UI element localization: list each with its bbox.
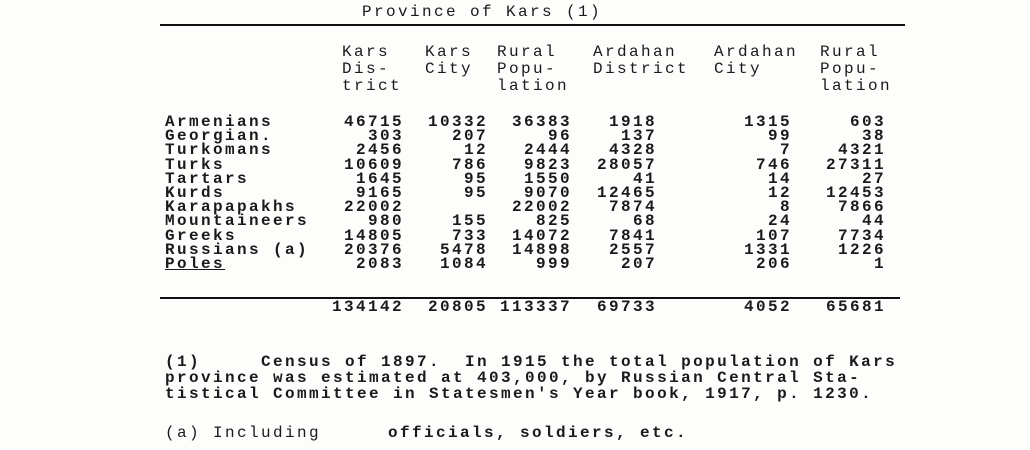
row-label: Turkomans [165, 141, 274, 160]
table-cell: 28057 [596, 155, 657, 174]
table-cell: 96 [547, 127, 572, 146]
column-header: Rural Popu- lation [497, 43, 570, 95]
table-cell: 137 [620, 127, 657, 146]
table-cell: 155 [451, 212, 488, 231]
row-label: Poles [165, 255, 226, 273]
table-cell: 12 [463, 141, 488, 160]
table-cell: 12453 [825, 184, 886, 202]
table-cell: 207 [451, 127, 488, 146]
row-label: Mountaineers [165, 212, 310, 231]
table-cell: 14 [767, 169, 792, 188]
table-cell: 1084 [439, 255, 488, 273]
table-cell: 107 [755, 226, 792, 245]
table-cell: 7866 [837, 198, 886, 217]
table-cell: 27311 [825, 155, 886, 174]
total-cell: 69733 [596, 298, 657, 316]
table-cell: 2083 [355, 255, 404, 273]
table-cell: 9823 [523, 155, 572, 174]
table-cell: 14805 [343, 226, 404, 245]
table-cell: 22002 [511, 198, 572, 217]
table-cell: 1 [873, 255, 886, 273]
table-cell: 8 [779, 198, 792, 217]
row-label: Russians (a) [165, 240, 310, 259]
table-cell: 825 [535, 212, 572, 231]
table-cell: 22002 [343, 198, 404, 217]
row-label: Kurds [165, 184, 226, 202]
table-cell: 5478 [439, 240, 488, 259]
column-header: Rural Popu- lation [820, 43, 893, 95]
column-header: Kars City [425, 43, 474, 78]
total-cell: 113337 [499, 298, 572, 316]
table-cell: 207 [620, 255, 657, 273]
table-cell: 7734 [837, 226, 886, 245]
footnote-a-marker: (a) Including [165, 424, 322, 442]
table-cell: 980 [367, 212, 404, 231]
total-cell: 20805 [427, 298, 488, 316]
footnote-a-text: officials, soldiers, etc. [388, 424, 689, 442]
row-label: Karapapakhs [165, 198, 298, 217]
table-cell: 14898 [511, 240, 572, 259]
total-rule [160, 297, 900, 299]
table-cell: 24 [767, 212, 792, 231]
table-cell: 603 [849, 113, 886, 131]
table-cell: 44 [861, 212, 886, 231]
top-rule [160, 24, 905, 26]
table-cell: 303 [367, 127, 404, 146]
table-cell: 46715 [343, 113, 404, 131]
total-cell: 4052 [743, 298, 792, 316]
table-cell: 27 [861, 169, 886, 188]
table-cell: 12465 [596, 184, 657, 202]
table-cell: 733 [451, 226, 488, 245]
table-cell: 206 [755, 255, 792, 273]
table-cell: 9070 [523, 184, 572, 202]
table-cell: 2557 [608, 240, 657, 259]
row-label: Armenians [165, 113, 274, 131]
table-cell: 1645 [355, 169, 404, 188]
row-label: Turks [165, 155, 226, 174]
table-cell: 746 [755, 155, 792, 174]
footnote-1: (1) Census of 1897. In 1915 the total po… [165, 353, 898, 403]
column-header: Ardahan City [714, 43, 799, 78]
table-cell: 2456 [355, 141, 404, 160]
table-cell: 95 [463, 169, 488, 188]
table-cell: 99 [767, 127, 792, 146]
table-cell: 41 [632, 169, 657, 188]
table-cell: 4328 [608, 141, 657, 160]
table-cell: 68 [632, 212, 657, 231]
table-title: Province of Kars (1) [362, 3, 603, 21]
table-cell: 1226 [837, 240, 886, 259]
table-cell: 12 [767, 184, 792, 202]
table-cell: 1918 [608, 113, 657, 131]
table-cell: 7 [779, 141, 792, 160]
row-label: Georgian. [165, 127, 274, 146]
table-cell: 1331 [743, 240, 792, 259]
table-cell: 9165 [355, 184, 404, 202]
table-cell: 7874 [608, 198, 657, 217]
table-cell: 2444 [523, 141, 572, 160]
column-header: Ardahan District [593, 43, 690, 78]
row-label: Greeks [165, 226, 238, 245]
table-cell: 4321 [837, 141, 886, 160]
table-cell: 10609 [343, 155, 404, 174]
column-header: Kars Dis- trict [342, 43, 403, 95]
table-cell: 1550 [523, 169, 572, 188]
total-cell: 134142 [331, 298, 404, 316]
table-cell: 38 [861, 127, 886, 146]
table-cell: 786 [451, 155, 488, 174]
table-cell: 1315 [743, 113, 792, 131]
row-label: Tartars [165, 169, 250, 188]
table-cell: 10332 [427, 113, 488, 131]
table-cell: 14072 [511, 226, 572, 245]
table-cell: 20376 [343, 240, 404, 259]
table-cell: 999 [535, 255, 572, 273]
table-cell: 7841 [608, 226, 657, 245]
table-cell: 36383 [511, 113, 572, 131]
table-cell: 95 [463, 184, 488, 202]
total-cell: 65681 [825, 298, 886, 316]
